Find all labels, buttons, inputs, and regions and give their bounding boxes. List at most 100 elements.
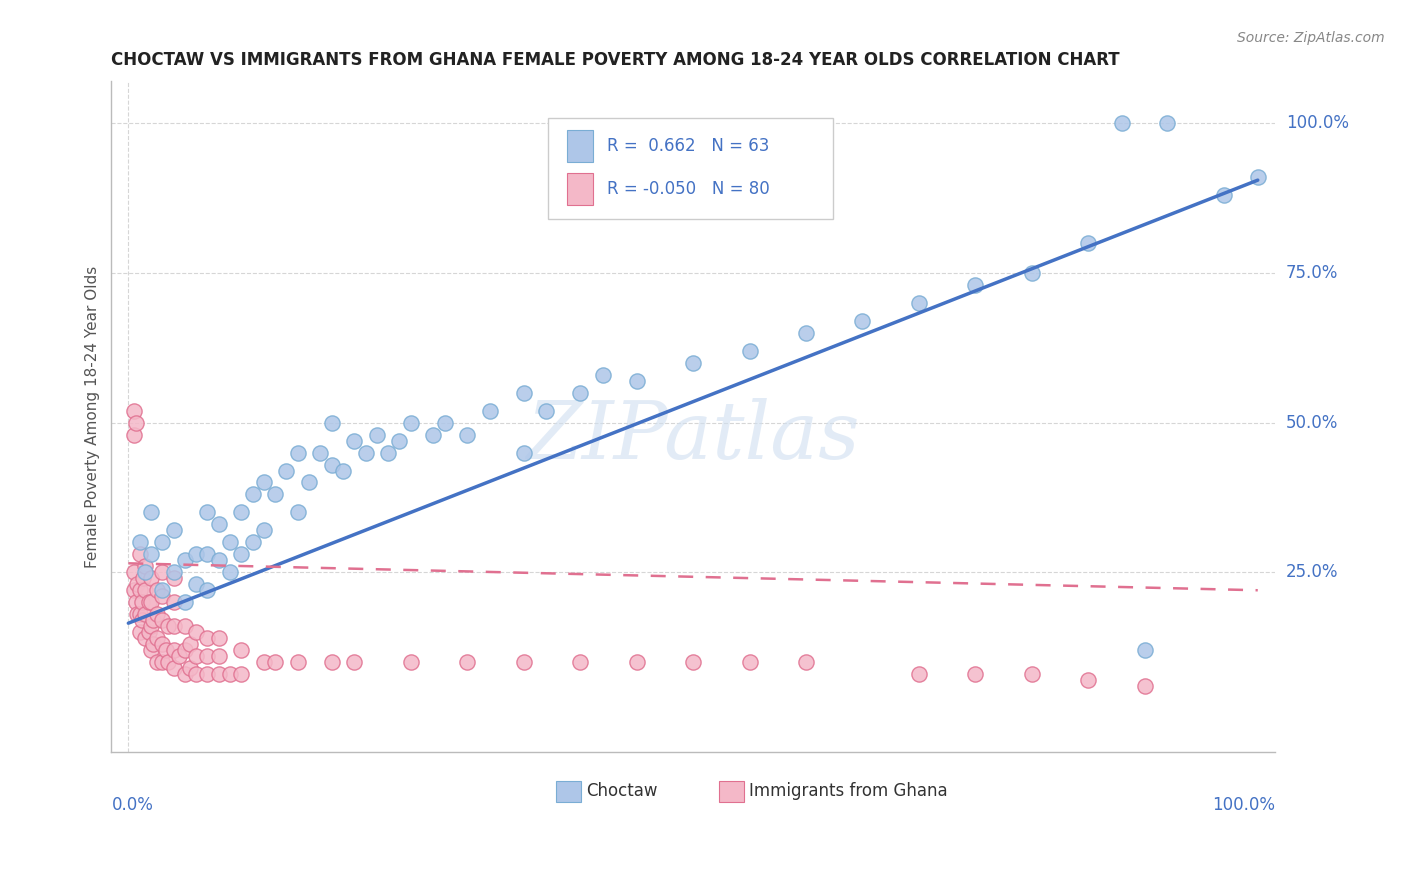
Point [1077, 235, 1099, 250]
Point [131, 613, 153, 627]
Point [592, 368, 614, 382]
Point [184, 547, 207, 561]
Point [122, 403, 145, 417]
Point [738, 655, 761, 669]
Point [242, 487, 264, 501]
Text: 100.0%: 100.0% [1212, 796, 1275, 814]
Point [139, 571, 162, 585]
Point [366, 427, 388, 442]
Point [264, 655, 287, 669]
Point [219, 566, 242, 580]
Point [150, 535, 173, 549]
Point [128, 625, 150, 640]
Y-axis label: Female Poverty Among 18-24 Year Olds: Female Poverty Among 18-24 Year Olds [86, 266, 100, 567]
Point [343, 434, 366, 448]
Point [150, 589, 173, 603]
Point [139, 547, 162, 561]
Point [139, 505, 162, 519]
Point [162, 566, 184, 580]
Point [738, 343, 761, 358]
Text: 0.0%: 0.0% [111, 796, 153, 814]
Point [127, 577, 149, 591]
FancyBboxPatch shape [555, 780, 582, 802]
Point [197, 667, 219, 681]
Point [128, 607, 150, 622]
Point [150, 655, 173, 669]
Point [184, 649, 207, 664]
Point [162, 619, 184, 633]
Point [478, 403, 501, 417]
Point [1247, 170, 1270, 185]
Point [128, 535, 150, 549]
Point [354, 445, 377, 459]
Point [162, 571, 184, 585]
Point [1111, 116, 1133, 130]
Point [139, 595, 162, 609]
Point [162, 524, 184, 538]
Point [512, 655, 534, 669]
Point [569, 655, 592, 669]
Point [219, 535, 242, 549]
Point [1021, 667, 1043, 681]
Point [173, 667, 195, 681]
Point [145, 631, 167, 645]
Point [908, 296, 931, 310]
Point [965, 277, 987, 292]
Point [167, 649, 190, 664]
Point [184, 577, 207, 591]
Point [264, 487, 287, 501]
Point [138, 625, 160, 640]
Point [150, 613, 173, 627]
Point [682, 356, 704, 370]
Text: 25.0%: 25.0% [1286, 564, 1339, 582]
Point [231, 505, 253, 519]
Point [399, 416, 422, 430]
Point [569, 385, 592, 400]
Point [231, 667, 253, 681]
Point [512, 385, 534, 400]
Point [134, 631, 156, 645]
Point [142, 613, 165, 627]
Point [298, 475, 321, 490]
Text: Choctaw: Choctaw [586, 782, 658, 800]
Text: 50.0%: 50.0% [1286, 414, 1339, 432]
Point [321, 416, 343, 430]
Point [173, 553, 195, 567]
Point [128, 583, 150, 598]
Point [150, 583, 173, 598]
Point [456, 427, 478, 442]
Point [134, 559, 156, 574]
FancyBboxPatch shape [568, 129, 593, 161]
Point [184, 625, 207, 640]
Point [512, 445, 534, 459]
Text: ZIPatlas: ZIPatlas [526, 398, 860, 475]
Point [208, 649, 231, 664]
Point [253, 475, 276, 490]
Point [851, 314, 873, 328]
Text: 75.0%: 75.0% [1286, 264, 1339, 282]
Point [179, 661, 201, 675]
FancyBboxPatch shape [548, 119, 832, 219]
Point [173, 595, 195, 609]
Point [794, 655, 817, 669]
Point [309, 445, 332, 459]
Point [156, 655, 179, 669]
FancyBboxPatch shape [568, 173, 593, 205]
Point [253, 524, 276, 538]
Text: R =  0.662   N = 63: R = 0.662 N = 63 [607, 136, 769, 154]
Text: 100.0%: 100.0% [1286, 114, 1348, 132]
Point [145, 583, 167, 598]
Point [197, 583, 219, 598]
Point [343, 655, 366, 669]
Point [138, 595, 160, 609]
Point [122, 427, 145, 442]
Point [1133, 679, 1156, 693]
Point [965, 667, 987, 681]
Point [456, 655, 478, 669]
Point [197, 547, 219, 561]
Point [162, 661, 184, 675]
Point [173, 643, 195, 657]
Point [125, 595, 148, 609]
Point [208, 631, 231, 645]
Point [332, 463, 354, 477]
